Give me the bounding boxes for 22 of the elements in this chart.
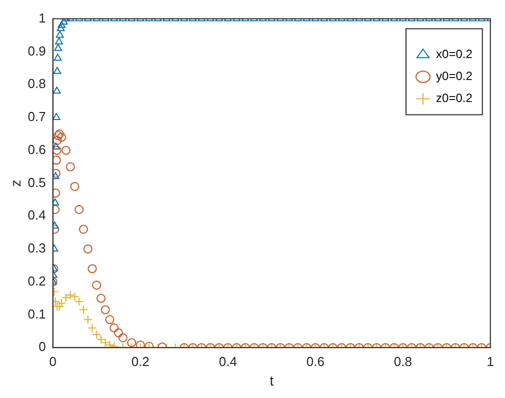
x-tick-label: 0.8	[394, 354, 412, 369]
y-tick-label: 0.2	[28, 273, 46, 288]
y-tick-label: 0	[38, 339, 46, 354]
y-tick-label: 0.4	[28, 208, 46, 223]
x-tick-label: 1	[486, 354, 494, 369]
y-tick-label: 0.5	[28, 174, 46, 190]
legend-label: z0=0.2	[436, 91, 473, 106]
x-axis-title: t	[270, 372, 274, 388]
y-tick-label: 0.3	[28, 240, 46, 256]
x-tick-label: 0	[49, 354, 56, 369]
y-tick-label: 0.8	[28, 76, 46, 92]
x-tick-label: 0.4	[218, 354, 237, 369]
y-tick-label: 1	[38, 10, 46, 26]
legend-label: x0=0.2	[436, 47, 473, 62]
y-tick-label: 0.6	[28, 142, 46, 157]
x-tick-label: 0.6	[306, 354, 324, 369]
x-tick-label: 0.2	[131, 354, 150, 369]
y-tick-label: 0.1	[28, 306, 46, 322]
legend-label: y0=0.2	[436, 69, 473, 84]
y-tick-label: 0.9	[28, 43, 46, 58]
y-tick-label: 0.7	[28, 109, 46, 124]
y-axis-title: z	[7, 180, 24, 187]
